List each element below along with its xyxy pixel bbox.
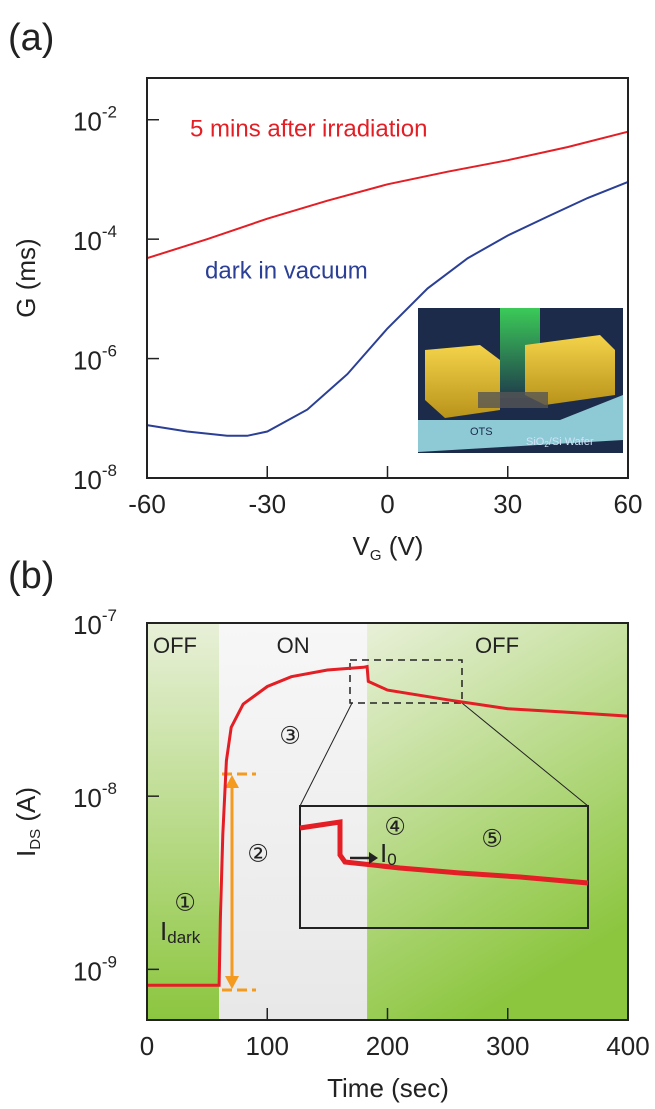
x-tick-label: 300 [486,1031,529,1061]
axis-label: Time (sec) [327,1073,449,1103]
region [147,623,219,1020]
annotation-sub: dark [167,928,201,947]
y-tick-label: 10-7 [73,606,117,639]
axis-label: IDS (A) [11,787,44,857]
x-tick-label: -30 [248,489,286,519]
inset-label-part: /Si Wafer [549,436,594,448]
annotation-part: I [160,916,167,946]
device-inset: OTS SiO2/Si Wafer [418,308,623,453]
step-label: ① [174,889,196,916]
x-tick-label: 200 [366,1031,409,1061]
region-label: ON [277,633,310,658]
axis-label-part: I [11,850,41,857]
y-tick-label: 10-2 [73,103,117,136]
axis-label: VG (V) [353,531,424,564]
x-tick-label: 0 [140,1031,154,1061]
x-tick-label: 60 [614,489,643,519]
y-tick-label: 10-9 [73,953,117,986]
series-label: dark in vacuum [205,257,368,284]
annotation-part: I [380,838,387,868]
x-tick-label: 100 [246,1031,289,1061]
step-label: ② [247,840,269,867]
y-tick-label: 10-8 [73,461,117,494]
axis-label-sub: G [370,547,382,564]
y-tick-label: 10-8 [73,780,117,813]
y-tick-label: 10-6 [73,342,117,375]
figure: (a) 10-8 10-6 10-4 10-2 -60 -30 0 30 60 VG (V) G (m… [0,0,655,1109]
y-tick-label: 10-4 [73,223,117,256]
step-label: ③ [279,722,301,749]
panel-label: (a) [8,17,54,59]
region [219,623,367,1020]
inset-label-part: SiO [526,436,545,448]
region-label: OFF [475,633,519,658]
step-label: ⑤ [481,825,503,852]
step-label: ④ [384,813,406,840]
axis-label-part: (V) [382,531,424,561]
inset-channel [478,392,548,408]
x-tick-label: 0 [380,489,394,519]
axis-label-sub: DS [27,829,44,850]
x-tick-label: 400 [606,1031,649,1061]
axis-label: G (ms) [11,238,41,317]
region-label: OFF [153,633,197,658]
annotation-sub: 0 [387,850,396,869]
inset-label: OTS [470,426,493,438]
panel-label: (b) [8,555,54,597]
series-label: 5 mins after irradiation [190,115,427,142]
data-line [147,132,628,259]
inset-label: SiO2/Si Wafer [526,436,594,449]
x-tick-label: 30 [493,489,522,519]
x-tick-label: -60 [128,489,166,519]
axis-label-part: V [353,531,371,561]
axis-label-part: (A) [11,787,41,829]
